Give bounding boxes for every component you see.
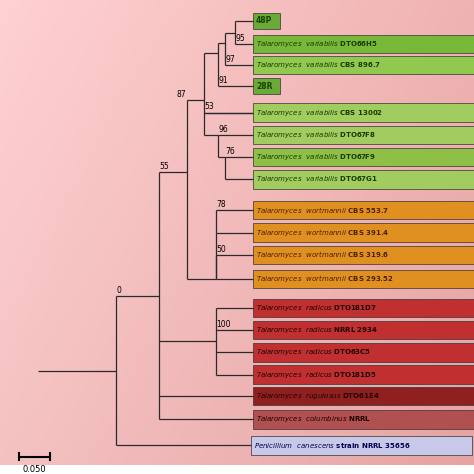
Text: $\bf\it{Talaromyces}$  $\bf\it{wortmannii}$ CBS 319.6: $\bf\it{Talaromyces}$ $\bf\it{wortmannii…	[256, 249, 389, 260]
FancyBboxPatch shape	[253, 246, 474, 264]
Text: 78: 78	[216, 200, 226, 209]
Text: $\bf\it{Talaromyces}$  $\bf\it{wortmannii}$ CBS 553.7: $\bf\it{Talaromyces}$ $\bf\it{wortmannii…	[256, 205, 389, 216]
Text: 91: 91	[219, 76, 228, 85]
Text: $\bf\it{Talaromyces}$  $\bf\it{variabilis}$ DTO67G1: $\bf\it{Talaromyces}$ $\bf\it{variabilis…	[256, 174, 378, 184]
FancyBboxPatch shape	[253, 321, 474, 339]
Text: 0: 0	[117, 286, 121, 295]
Text: $\bf\it{Talaromyces}$  $\bf\it{radicus}$ DTO181D5: $\bf\it{Talaromyces}$ $\bf\it{radicus}$ …	[256, 370, 377, 380]
Text: $\bf\it{Talaromyces}$  $\bf\it{wortmannii}$ CBS 391.4: $\bf\it{Talaromyces}$ $\bf\it{wortmannii…	[256, 227, 389, 238]
FancyBboxPatch shape	[251, 436, 472, 455]
FancyBboxPatch shape	[253, 35, 474, 54]
Text: $\bf\it{Talaromyces}$  $\bf\it{radicus}$ DTO181D7: $\bf\it{Talaromyces}$ $\bf\it{radicus}$ …	[256, 303, 377, 313]
Text: $\bf\it{Talaromyces}$  $\bf\it{radicus}$ NRRL 2934: $\bf\it{Talaromyces}$ $\bf\it{radicus}$ …	[256, 325, 378, 335]
FancyBboxPatch shape	[253, 56, 474, 74]
Text: $\bf\it{Talaromyces}$  $\bf\it{rugulosus}$ DTO61E4: $\bf\it{Talaromyces}$ $\bf\it{rugulosus}…	[256, 391, 380, 401]
Text: $\bf\it{Penicillium}$  $\bf\it{canescens}$ strain NRRL 35656: $\bf\it{Penicillium}$ $\bf\it{canescens}…	[254, 441, 410, 450]
Text: 76: 76	[226, 147, 236, 156]
Text: 97: 97	[226, 55, 236, 64]
FancyBboxPatch shape	[253, 78, 280, 94]
FancyBboxPatch shape	[253, 387, 474, 405]
FancyBboxPatch shape	[253, 270, 474, 288]
FancyBboxPatch shape	[253, 13, 280, 29]
FancyBboxPatch shape	[253, 103, 474, 122]
Text: 55: 55	[159, 163, 169, 172]
Text: $\bf\it{Talaromyces}$  $\bf\it{radicus}$ DTO63C5: $\bf\it{Talaromyces}$ $\bf\it{radicus}$ …	[256, 347, 371, 357]
Text: 50: 50	[216, 245, 226, 254]
FancyBboxPatch shape	[253, 343, 474, 362]
FancyBboxPatch shape	[253, 201, 474, 219]
Text: 96: 96	[219, 125, 228, 134]
FancyBboxPatch shape	[253, 126, 474, 144]
Text: $\bf\it{Talaromyces}$  $\bf\it{variabilis}$ CBS 896.7: $\bf\it{Talaromyces}$ $\bf\it{variabilis…	[256, 60, 381, 70]
Text: 87: 87	[177, 90, 186, 99]
FancyBboxPatch shape	[253, 148, 474, 166]
Text: 0.050: 0.050	[23, 465, 46, 474]
Text: $\bf\it{Talaromyces}$  $\bf\it{variabilis}$ CBS 13002: $\bf\it{Talaromyces}$ $\bf\it{variabilis…	[256, 108, 383, 118]
Text: 95: 95	[235, 34, 245, 43]
Text: 48P: 48P	[256, 17, 273, 26]
FancyBboxPatch shape	[253, 410, 474, 428]
Text: 28R: 28R	[256, 82, 273, 91]
Text: $\bf\it{Talaromyces}$  $\bf\it{variabilis}$ DTO66H5: $\bf\it{Talaromyces}$ $\bf\it{variabilis…	[256, 39, 377, 49]
FancyBboxPatch shape	[253, 365, 474, 384]
Text: $\bf\it{Talaromyces}$  $\bf\it{wortmannii}$ CBS 293.52: $\bf\it{Talaromyces}$ $\bf\it{wortmannii…	[256, 273, 393, 284]
Text: 53: 53	[204, 102, 214, 111]
Text: $\bf\it{Talaromyces}$  $\bf\it{variabilis}$ DTO67F8: $\bf\it{Talaromyces}$ $\bf\it{variabilis…	[256, 130, 376, 140]
FancyBboxPatch shape	[253, 299, 474, 317]
Text: $\bf\it{Talaromyces}$  $\bf\it{variabilis}$ DTO67F9: $\bf\it{Talaromyces}$ $\bf\it{variabilis…	[256, 152, 376, 162]
Text: 100: 100	[216, 320, 231, 329]
Text: $\bf\it{Talaromyces}$  $\bf\it{columbinus}$ NRRL: $\bf\it{Talaromyces}$ $\bf\it{columbinus…	[256, 414, 371, 424]
FancyBboxPatch shape	[253, 223, 474, 242]
FancyBboxPatch shape	[253, 170, 474, 189]
